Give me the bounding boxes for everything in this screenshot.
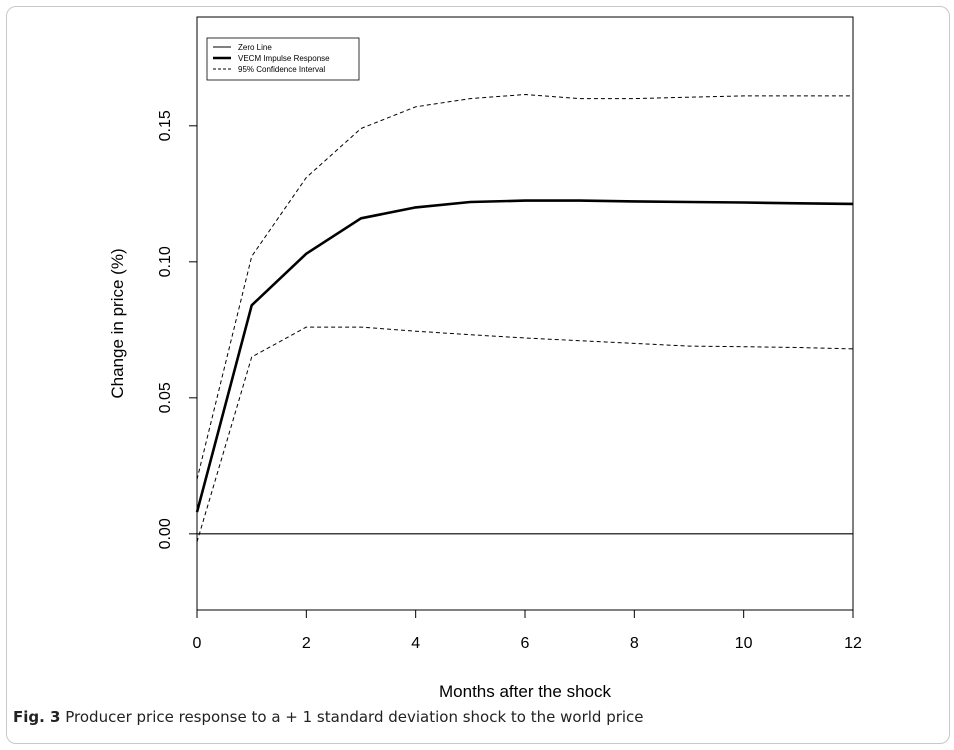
legend-label-zero-line: Zero Line	[238, 43, 272, 52]
figure-caption: Fig. 3 Producer price response to a + 1 …	[13, 708, 933, 726]
impulse-response-line	[195, 199, 854, 513]
plot-box	[196, 16, 854, 611]
x-axis: 0 2 4 6 8 10 12	[193, 610, 862, 652]
x-tick-label: 4	[411, 635, 420, 652]
legend: Zero Line VECM Impulse Response 95% Conf…	[206, 37, 360, 81]
x-tick-label: 12	[844, 635, 862, 652]
x-axis-title: Months after the shock	[439, 682, 611, 701]
plot-area	[196, 16, 854, 611]
y-tick-label: 0.05	[157, 382, 174, 413]
legend-label-confidence-interval: 95% Confidence Interval	[238, 65, 325, 74]
legend-box	[206, 37, 360, 81]
figure-label: Fig. 3	[13, 708, 61, 726]
y-axis: 0.00 0.05 0.10 0.15	[157, 110, 197, 549]
y-tick-label: 0.15	[157, 110, 174, 141]
x-tick-label: 6	[521, 635, 530, 652]
y-tick-label: 0.10	[157, 246, 174, 277]
lower-confidence-line	[196, 326, 854, 543]
x-tick-label: 8	[630, 635, 639, 652]
y-tick-label: 0.00	[157, 518, 174, 549]
figure-frame	[6, 6, 950, 744]
series-layer	[195, 94, 854, 543]
x-tick-label: 0	[193, 635, 202, 652]
caption-text: Producer price response to a + 1 standar…	[65, 708, 644, 726]
upper-confidence-line	[196, 94, 853, 480]
y-axis-title: Change in price (%)	[108, 248, 127, 398]
legend-label-impulse-response: VECM Impulse Response	[238, 54, 330, 63]
x-tick-label: 10	[735, 635, 753, 652]
x-tick-label: 2	[302, 635, 311, 652]
